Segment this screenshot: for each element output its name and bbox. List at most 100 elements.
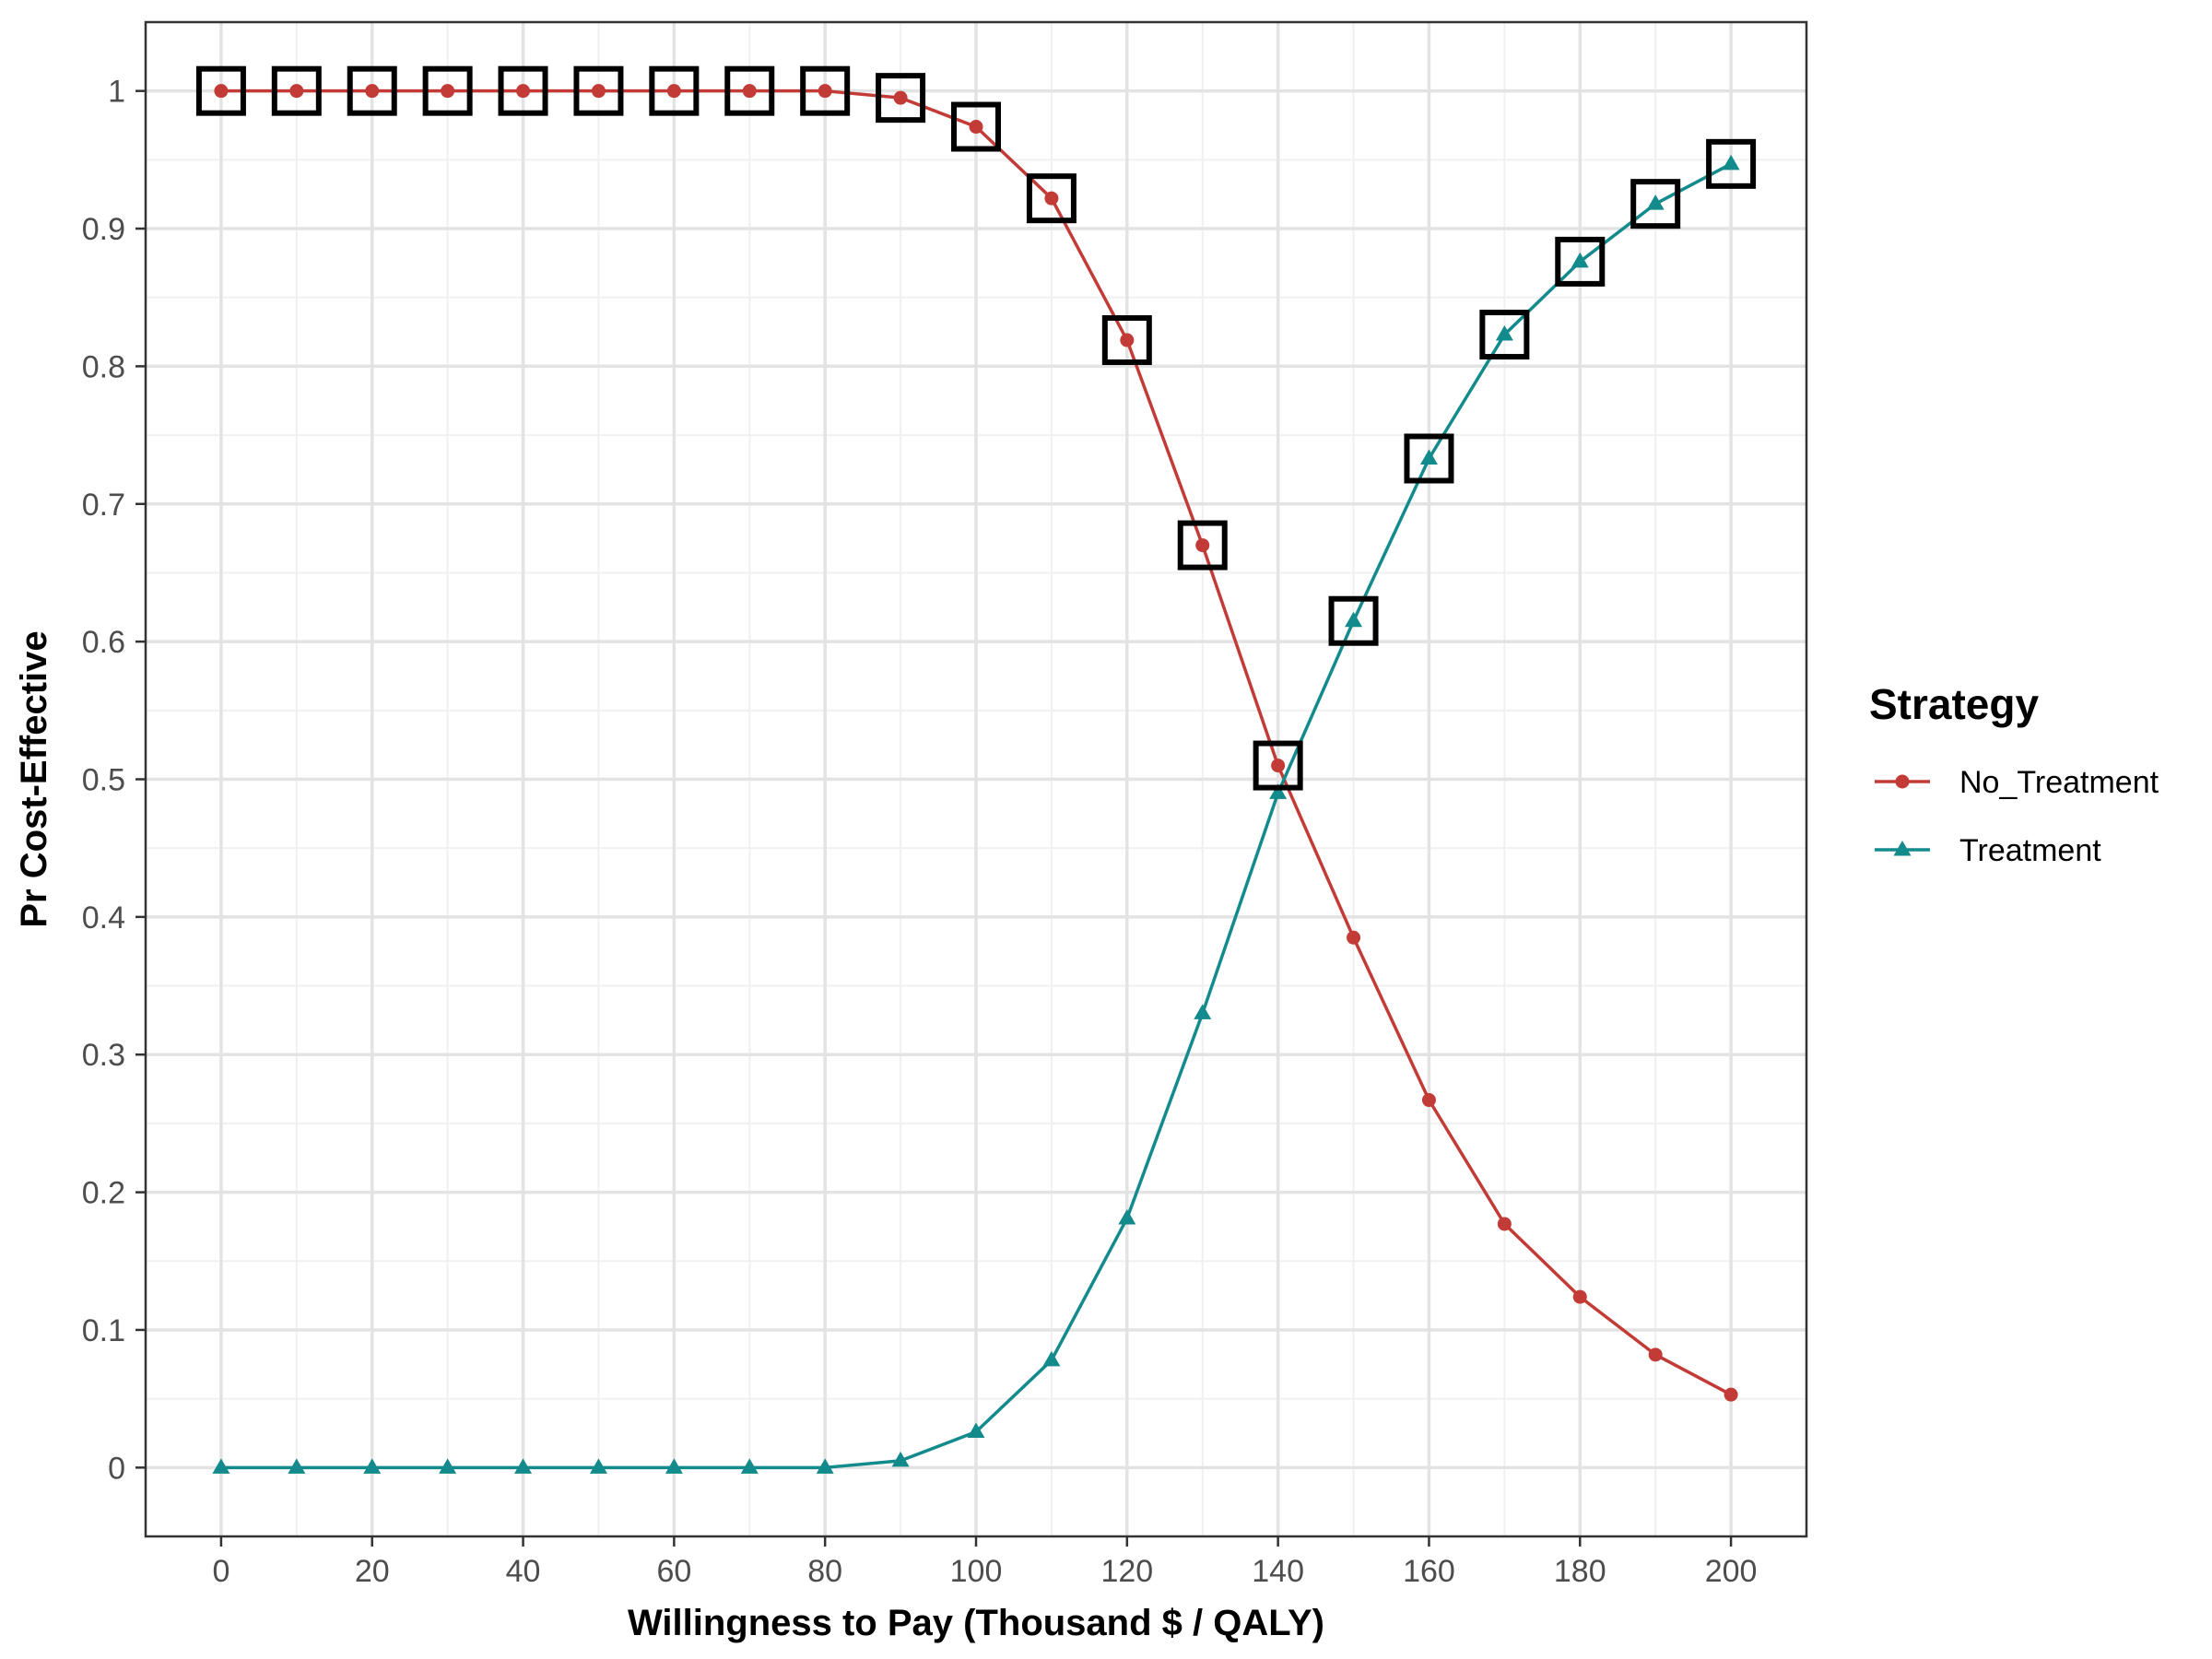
frontier-square (649, 65, 700, 116)
frontier-square (1630, 179, 1681, 229)
data-point-no-treatment (1044, 191, 1059, 206)
legend-key-treatment (1875, 841, 1930, 856)
x-tick-label: 20 (355, 1554, 390, 1589)
data-point-no-treatment (1347, 930, 1361, 945)
legend-key-no-treatment (1875, 774, 1930, 789)
frontier-markers (195, 65, 1757, 791)
major-gridlines (146, 22, 1806, 1536)
data-point-no-treatment (1572, 1289, 1587, 1304)
data-point-no-treatment (1724, 1387, 1738, 1402)
data-point-no-treatment (1648, 1347, 1663, 1362)
data-point-treatment (1722, 154, 1740, 171)
frontier-square (1479, 310, 1530, 360)
y-tick-label: 0.4 (82, 900, 125, 935)
legend-label: No_Treatment (1959, 765, 2159, 800)
x-tick-label: 80 (807, 1554, 842, 1589)
x-axis-title: Willingness to Pay (Thousand $ / QALY) (628, 1603, 1324, 1643)
y-tick-label: 0.9 (82, 212, 125, 247)
y-tick-label: 0 (108, 1451, 125, 1486)
legend-key-marker (1895, 774, 1910, 789)
data-point-no-treatment (1421, 1093, 1436, 1108)
y-tick-label: 0.7 (82, 488, 125, 523)
data-point-treatment (288, 1458, 306, 1474)
data-point-no-treatment (969, 120, 983, 135)
frontier-square (876, 73, 926, 124)
x-tick-label: 200 (1705, 1554, 1758, 1589)
data-point-treatment (1345, 611, 1363, 628)
data-point-treatment (212, 1458, 230, 1474)
data-point-no-treatment (893, 90, 908, 105)
frontier-square (1555, 236, 1606, 287)
data-point-no-treatment (591, 84, 606, 99)
data-point-treatment (1042, 1350, 1061, 1367)
data-point-treatment (967, 1422, 985, 1438)
data-point-treatment (1495, 325, 1513, 341)
y-axis-title: Pr Cost-Effective (14, 630, 54, 927)
series-points (212, 84, 1740, 1474)
data-point-treatment (1194, 1004, 1212, 1019)
y-tick-label: 0.5 (82, 763, 125, 798)
y-tick-label: 0.2 (82, 1176, 125, 1211)
legend: Strategy No_Treatment Treatment (1869, 680, 2159, 868)
data-point-treatment (439, 1458, 457, 1474)
data-point-treatment (514, 1458, 533, 1474)
frontier-square (800, 65, 851, 116)
data-point-no-treatment (742, 84, 757, 99)
frontier-square (1026, 173, 1077, 224)
x-axis-ticks: 0 20 40 60 80 100 120 140 160 180 200 (212, 1536, 1757, 1589)
frontier-square (347, 65, 397, 116)
legend-key-marker (1893, 841, 1912, 856)
data-point-no-treatment (818, 84, 832, 99)
frontier-square (1706, 138, 1757, 189)
frontier-square (1328, 595, 1379, 646)
data-point-no-treatment (516, 84, 531, 99)
frontier-square (1253, 740, 1303, 791)
frontier-square (1101, 315, 1152, 366)
x-tick-label: 40 (506, 1554, 541, 1589)
data-point-treatment (740, 1458, 759, 1474)
frontier-square (498, 65, 548, 116)
data-point-treatment (1118, 1208, 1136, 1225)
x-tick-label: 100 (950, 1554, 1003, 1589)
y-axis-ticks: 0 0.1 0.2 0.3 0.4 0.5 0.6 0.7 0.8 0.9 1 (82, 75, 146, 1486)
data-point-no-treatment (666, 84, 681, 99)
frontier-square (1404, 433, 1454, 484)
x-tick-label: 180 (1554, 1554, 1606, 1589)
data-point-treatment (1269, 783, 1288, 799)
x-tick-label: 140 (1252, 1554, 1304, 1589)
data-point-treatment (816, 1458, 834, 1474)
y-tick-label: 0.8 (82, 349, 125, 384)
data-point-treatment (665, 1458, 683, 1474)
data-point-treatment (1419, 449, 1438, 465)
legend-title: Strategy (1869, 680, 2039, 728)
data-point-no-treatment (365, 84, 380, 99)
frontier-square (951, 101, 1001, 152)
data-point-no-treatment (1271, 759, 1286, 773)
y-tick-label: 1 (108, 75, 125, 110)
frontier-square (422, 65, 473, 116)
data-point-no-treatment (441, 84, 455, 99)
frontier-square (195, 65, 246, 116)
legend-label: Treatment (1959, 833, 2101, 868)
frontier-square (271, 65, 322, 116)
y-tick-label: 0.6 (82, 625, 125, 660)
frontier-square (573, 65, 624, 116)
y-tick-label: 0.1 (82, 1313, 125, 1348)
x-tick-label: 60 (656, 1554, 691, 1589)
frontier-square (1177, 520, 1228, 571)
x-tick-label: 0 (212, 1554, 229, 1589)
data-point-no-treatment (1195, 538, 1210, 553)
data-point-treatment (891, 1451, 910, 1467)
data-point-treatment (589, 1458, 607, 1474)
y-tick-label: 0.3 (82, 1038, 125, 1073)
data-point-no-treatment (289, 84, 304, 99)
data-point-treatment (1646, 194, 1665, 210)
data-point-no-treatment (214, 84, 229, 99)
data-point-no-treatment (1497, 1217, 1512, 1231)
data-point-treatment (1571, 252, 1589, 268)
frontier-square (724, 65, 775, 116)
x-tick-label: 120 (1100, 1554, 1153, 1589)
data-point-treatment (363, 1458, 382, 1474)
